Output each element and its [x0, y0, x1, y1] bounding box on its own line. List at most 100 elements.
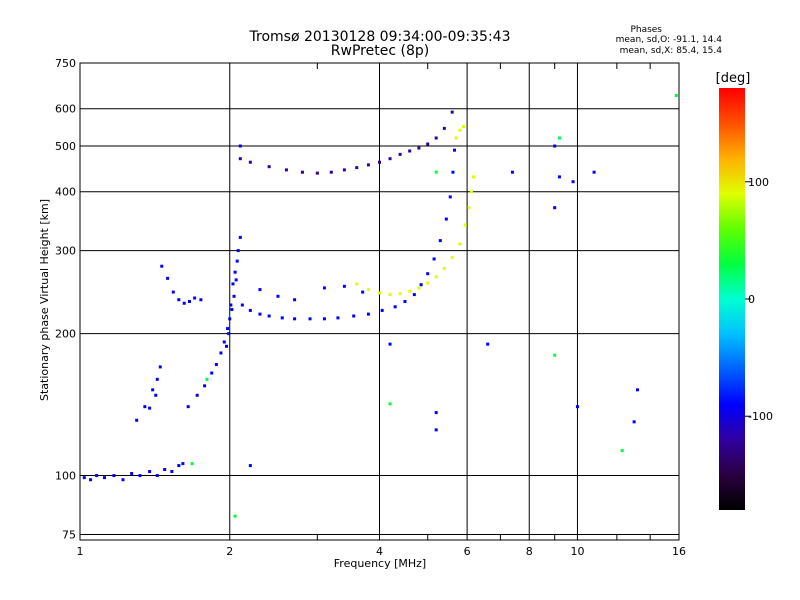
x-tick-label: 1	[77, 545, 84, 558]
data-point	[163, 468, 167, 472]
data-point	[177, 464, 181, 468]
data-point	[158, 365, 162, 369]
y-tick-label: 750	[55, 57, 76, 70]
data-point	[181, 462, 185, 466]
y-tick-label: 100	[55, 470, 76, 483]
x-tick-label: 2	[226, 545, 233, 558]
data-point	[463, 223, 467, 227]
colorbar-label: [deg]	[716, 71, 751, 86]
data-point	[393, 305, 397, 309]
plot-frame	[79, 62, 680, 541]
data-point	[203, 384, 207, 388]
grid-lines	[79, 62, 680, 540]
data-point	[388, 293, 392, 297]
data-point	[193, 296, 197, 300]
data-point	[154, 393, 158, 397]
y-tick-label: 600	[55, 103, 76, 116]
data-point	[342, 168, 346, 172]
x-axis-ticks: 1 2 4 6 8 10 16	[77, 63, 686, 558]
data-point	[258, 312, 262, 316]
data-point	[102, 476, 106, 480]
data-point	[380, 308, 384, 312]
data-point	[378, 160, 381, 164]
y-tick-label: 75	[62, 528, 76, 541]
x-tick-label: 6	[464, 545, 471, 558]
data-point	[280, 316, 284, 320]
data-point	[226, 327, 230, 331]
data-point	[553, 144, 557, 148]
data-point	[322, 286, 326, 290]
data-point	[148, 406, 152, 410]
data-point	[378, 291, 381, 295]
y-tick-label: 200	[55, 328, 76, 341]
data-point	[82, 476, 86, 480]
data-point	[451, 170, 455, 174]
data-point	[510, 170, 514, 174]
data-point	[336, 316, 340, 320]
y-tick-label: 300	[55, 245, 76, 258]
data-point	[187, 299, 191, 303]
data-point	[151, 388, 155, 392]
data-point	[238, 144, 242, 148]
data-point	[227, 332, 231, 336]
data-point	[322, 317, 326, 321]
data-point	[355, 166, 359, 170]
colorbar-tick-label: 100	[748, 176, 769, 189]
data-point	[228, 317, 232, 321]
data-point	[458, 242, 462, 246]
data-point	[293, 317, 297, 321]
data-point	[366, 288, 370, 292]
data-point	[315, 171, 319, 175]
data-point	[434, 275, 438, 279]
data-point	[138, 474, 142, 478]
data-point	[575, 405, 579, 409]
data-point	[199, 298, 203, 302]
stats-x-line: mean, sd,X: 85.4, 15.4	[620, 46, 723, 56]
data-point	[450, 110, 454, 114]
data-point	[438, 239, 442, 243]
data-point	[171, 290, 175, 294]
chart-subtitle: RwPretec (8p)	[331, 43, 429, 59]
data-point	[284, 168, 288, 172]
x-tick-label: 10	[570, 545, 584, 558]
data-point	[408, 149, 412, 153]
data-point	[229, 303, 233, 307]
data-point	[232, 294, 236, 298]
data-point	[403, 299, 407, 303]
data-point	[571, 180, 575, 184]
data-point	[388, 402, 392, 406]
data-point	[222, 340, 226, 344]
data-point	[461, 125, 465, 129]
data-point	[236, 249, 240, 253]
data-point	[355, 282, 359, 286]
data-point	[426, 272, 430, 276]
data-point	[267, 314, 271, 318]
data-points	[82, 93, 678, 518]
data-point	[177, 298, 181, 302]
stats-heading: Phases	[630, 25, 662, 35]
colorbar-gradient	[719, 88, 745, 510]
data-point	[553, 353, 557, 357]
x-tick-label: 16	[672, 545, 686, 558]
data-point	[155, 474, 159, 478]
colorbar-tick-label: -100	[748, 410, 773, 423]
data-point	[182, 301, 186, 305]
data-point	[238, 157, 242, 161]
data-point	[458, 128, 462, 132]
data-point	[240, 303, 244, 307]
data-point	[398, 292, 402, 296]
data-point	[434, 428, 438, 432]
data-point	[450, 256, 454, 260]
data-point	[205, 377, 209, 381]
x-tick-label: 4	[376, 545, 383, 558]
data-point	[329, 170, 333, 174]
y-axis-label: Stationary phase Virtual Height [km]	[38, 199, 51, 401]
data-point	[426, 281, 430, 285]
data-point	[434, 411, 438, 415]
data-point	[230, 308, 234, 312]
x-axis-label: Frequency [MHz]	[334, 557, 426, 570]
data-point	[219, 351, 223, 355]
data-point	[195, 393, 199, 397]
data-point	[388, 157, 392, 161]
